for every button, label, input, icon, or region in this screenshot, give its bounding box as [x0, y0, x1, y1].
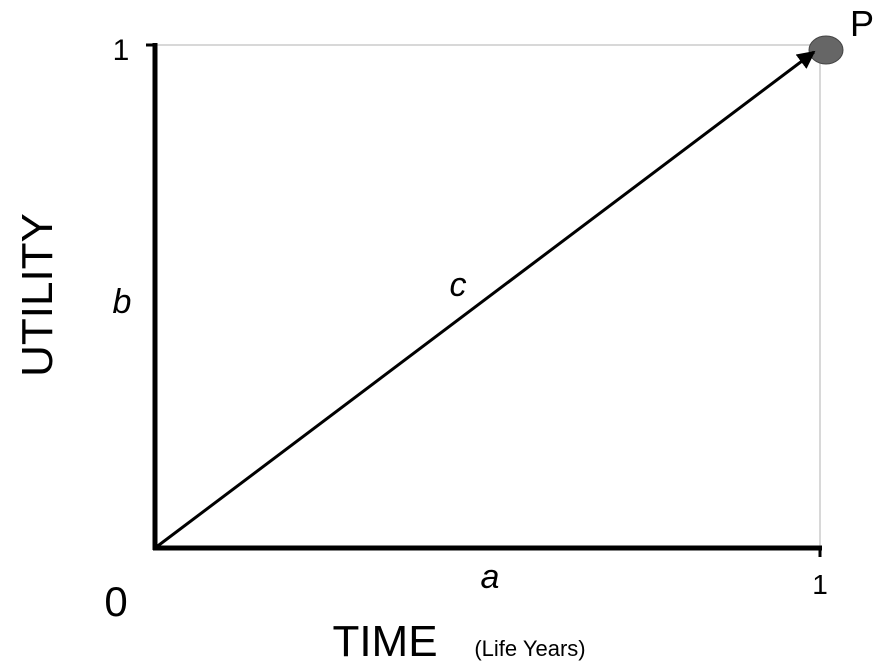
- segment-label: a: [481, 558, 500, 596]
- x-axis-title: TIME: [332, 617, 437, 666]
- segment-label: b: [113, 283, 132, 321]
- segment-label: c: [450, 266, 467, 304]
- arrow: [154, 50, 816, 550]
- point-marker: [808, 35, 844, 65]
- point-label: P: [850, 3, 874, 44]
- origin-label: 0: [104, 578, 127, 625]
- x-max-label: 1: [812, 569, 828, 600]
- y-axis-title: UTILITY: [13, 213, 62, 377]
- y-max-label: 1: [113, 34, 130, 67]
- x-axis-unit: (Life Years): [474, 636, 585, 661]
